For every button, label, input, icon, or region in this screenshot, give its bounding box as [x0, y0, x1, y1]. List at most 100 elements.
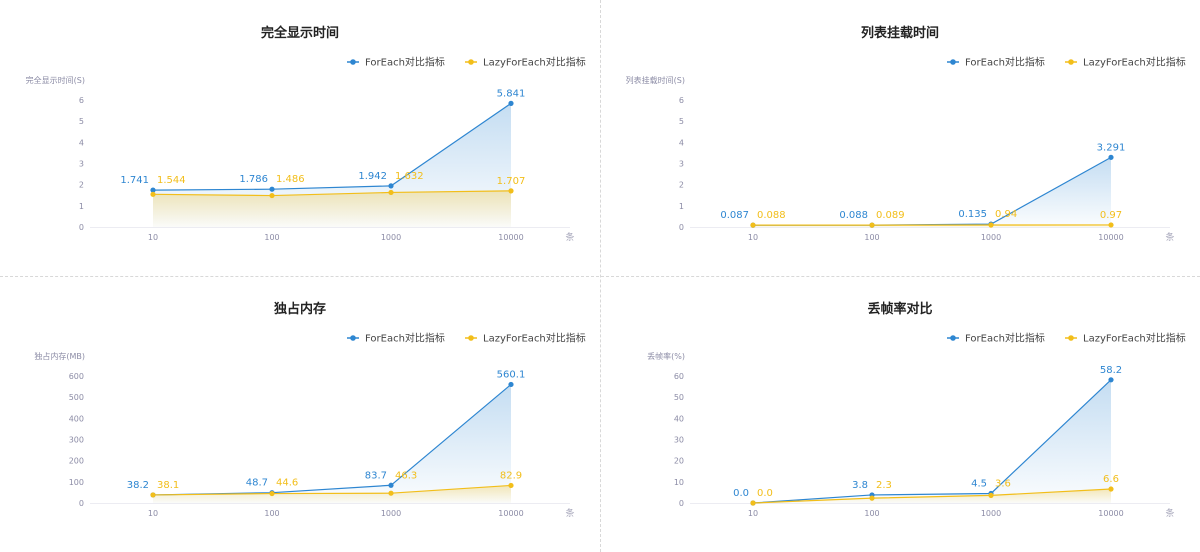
data-label-foreach: 4.5 [971, 478, 987, 489]
x-tick-label: 1000 [981, 233, 1001, 242]
y-tick-label: 6 [79, 96, 84, 105]
series-line-lazy [752, 488, 1112, 504]
data-label-foreach: 0.087 [720, 210, 749, 221]
legend-label-foreach: ForEach对比指标 [965, 56, 1045, 69]
x-tick-label: 10000 [498, 233, 523, 242]
x-tick-label: 100 [264, 233, 279, 242]
y-tick-label: 6 [679, 96, 684, 105]
y-tick-label: 4 [679, 138, 684, 147]
chart-title: 列表挂载时间 [861, 25, 939, 41]
legend-label-lazy: LazyForEach对比指标 [1083, 56, 1186, 69]
y-tick-label: 5 [79, 117, 84, 126]
series-line-lazy [152, 190, 512, 197]
y-tick-label: 200 [69, 457, 84, 466]
y-axis-label: 丢帧率(%) [647, 351, 685, 361]
data-label-lazy: 1.544 [157, 175, 186, 186]
legend-marker-foreach [350, 59, 356, 65]
data-point-foreach [388, 482, 394, 488]
y-tick-label: 0 [679, 223, 684, 232]
chart-title: 完全显示时间 [261, 25, 339, 41]
x-tick-label: 100 [864, 233, 879, 242]
data-label-lazy: 0.97 [1100, 210, 1122, 221]
series-line-foreach [152, 102, 512, 191]
y-tick-label: 1 [79, 202, 84, 211]
y-tick-label: 100 [69, 478, 84, 487]
x-unit-label: 条 [565, 231, 574, 243]
x-tick-label: 10 [148, 509, 158, 518]
data-point-lazy [750, 500, 756, 506]
data-label-lazy: 0.0 [757, 488, 773, 499]
legend-label-foreach: ForEach对比指标 [365, 56, 445, 69]
data-label-foreach: 1.942 [358, 171, 387, 182]
data-point-foreach [1108, 377, 1114, 383]
data-label-foreach: 48.7 [246, 478, 268, 489]
y-axis-label: 列表挂载时间(S) [626, 75, 685, 85]
data-point-lazy [150, 492, 156, 498]
x-unit-label: 条 [565, 507, 574, 519]
data-point-foreach [388, 183, 394, 189]
x-tick-label: 10000 [1098, 233, 1123, 242]
x-tick-label: 10000 [1098, 509, 1123, 518]
data-label-lazy: 1.707 [497, 176, 526, 187]
data-point-lazy [150, 191, 156, 197]
y-tick-label: 300 [69, 436, 84, 445]
y-tick-label: 500 [69, 393, 84, 402]
series-area-foreach [753, 157, 1111, 227]
y-tick-label: 3 [79, 160, 84, 169]
chart-svg: 完全显示时间 ForEach对比指标 LazyForEach对比指标完全显示时间(S… [26, 25, 586, 243]
data-point-foreach [150, 187, 156, 193]
data-point-lazy [1108, 222, 1114, 228]
y-tick-label: 40 [674, 414, 684, 423]
data-label-foreach: 3.8 [852, 480, 868, 491]
chart-panel-frame-drop-rate: 丢帧率对比 ForEach对比指标 LazyForEach对比指标 丢帧率(%) 0 10… [600, 276, 1200, 552]
legend-label-lazy: LazyForEach对比指标 [1083, 332, 1186, 345]
data-label-lazy: 0.088 [757, 210, 786, 221]
x-unit-label: 条 [1165, 231, 1174, 243]
y-tick-label: 600 [69, 372, 84, 381]
series-line-foreach [752, 379, 1112, 504]
legend-marker-lazy [468, 59, 474, 65]
x-tick-label: 1000 [981, 509, 1001, 518]
chart-panel-full-display-time: 完全显示时间 ForEach对比指标 LazyForEach对比指标完全显示时间(S… [0, 0, 600, 276]
chart-panel-list-mount-time: 列表挂载时间 ForEach对比指标 LazyForEach对比指标列表挂载时间(S… [600, 0, 1200, 276]
legend-marker-foreach [350, 335, 356, 341]
x-tick-label: 10 [748, 509, 758, 518]
data-point-lazy [988, 492, 994, 498]
data-point-foreach [1108, 154, 1114, 160]
data-label-foreach: 83.7 [365, 470, 387, 481]
series-area-foreach [153, 384, 511, 503]
data-label-lazy: 3.6 [995, 478, 1011, 489]
y-tick-label: 0 [679, 499, 684, 508]
chart-title: 丢帧率对比 [867, 301, 932, 317]
x-tick-label: 10 [148, 233, 158, 242]
y-tick-label: 10 [674, 478, 684, 487]
x-tick-label: 10 [748, 233, 758, 242]
data-label-foreach: 5.841 [497, 88, 526, 99]
data-point-lazy [388, 189, 394, 196]
y-tick-label: 60 [674, 372, 684, 381]
data-point-lazy [750, 222, 756, 228]
x-unit-label: 条 [1165, 507, 1174, 519]
series-area-foreach [753, 379, 1111, 503]
y-tick-label: 3 [679, 160, 684, 169]
y-axis-label: 完全显示时间(S) [26, 75, 85, 85]
data-point-lazy [869, 222, 875, 228]
data-label-foreach: 3.291 [1097, 142, 1126, 153]
legend-marker-lazy [468, 335, 474, 341]
chart-panel-exclusive-memory: 独占内存 ForEach对比指标 LazyForEach对比指标 独占内存(MB) 0 1… [0, 276, 600, 552]
data-label-lazy: 46.3 [395, 470, 417, 481]
y-axis-label: 独占内存(MB) [34, 351, 85, 361]
legend-label-foreach: ForEach对比指标 [365, 332, 445, 345]
data-point-foreach [269, 186, 275, 192]
chart-title: 独占内存 [274, 301, 326, 317]
legend-marker-lazy [1068, 59, 1074, 65]
data-label-foreach: 1.786 [239, 174, 268, 185]
data-point-lazy [269, 192, 275, 199]
data-label-lazy: 44.6 [276, 478, 298, 489]
y-tick-label: 0 [79, 499, 84, 508]
legend-label-lazy: LazyForEach对比指标 [483, 56, 586, 69]
data-point-foreach [508, 381, 514, 388]
